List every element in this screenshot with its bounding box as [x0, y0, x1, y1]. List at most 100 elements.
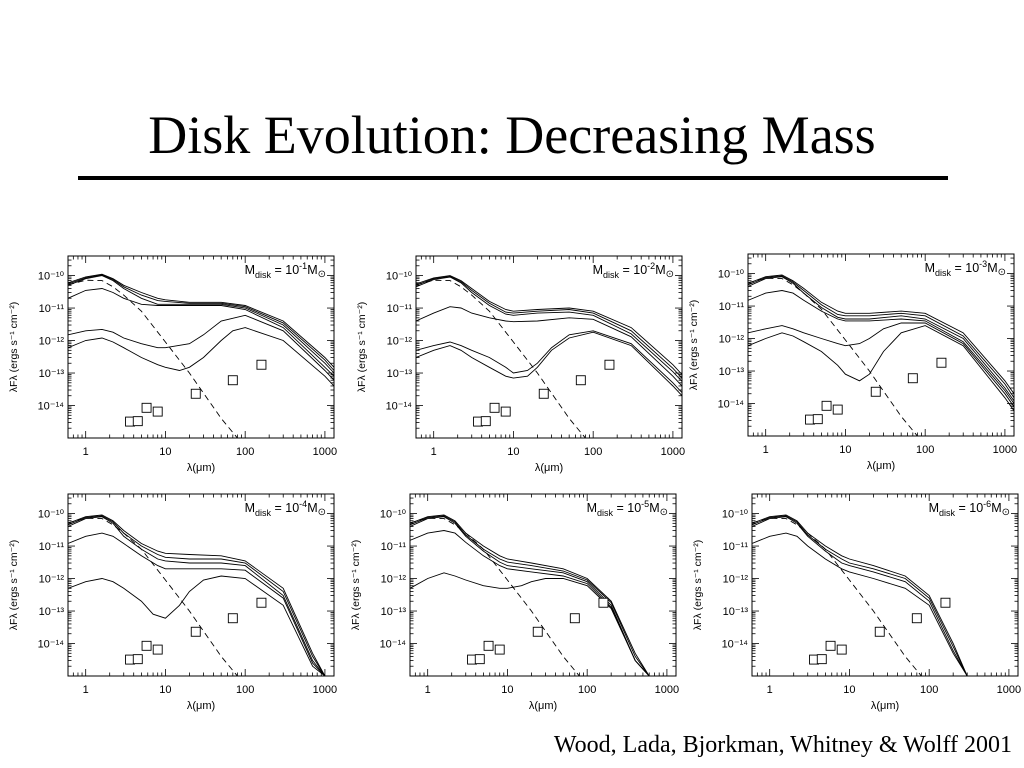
- sed-chart-2: 1 10 100 1000 10⁻¹⁴ 10⁻¹³ 10⁻¹² 10⁻¹¹ 10⁻¹⁰ λ(μm)…: [356, 255, 685, 474]
- y-tick-label: 10⁻¹⁴: [380, 639, 407, 651]
- model-sed-line: [752, 515, 968, 676]
- plot-frame: [751, 493, 1019, 677]
- y-tick-label: 10⁻¹¹: [387, 303, 413, 315]
- model-sed-line: [410, 514, 650, 676]
- x-axis-label: λ(μm): [187, 700, 215, 712]
- disk-mass-label: Mdisk = 10-2M⊙: [593, 261, 674, 280]
- model-sed-line: [416, 306, 682, 387]
- observation-point: [480, 416, 491, 427]
- x-tick-label: 1: [431, 446, 437, 458]
- y-tick-label: 10⁻¹³: [719, 366, 745, 378]
- x-tick-label: 100: [236, 684, 254, 696]
- observation-point: [870, 386, 881, 397]
- y-tick-label: 10⁻¹⁰: [722, 509, 749, 521]
- y-tick-label: 10⁻¹³: [387, 368, 413, 380]
- plot-frame: [67, 493, 335, 677]
- y-tick-label: 10⁻¹⁰: [386, 271, 413, 283]
- disk-mass-label: Mdisk = 10-6M⊙: [929, 499, 1010, 518]
- observation-point: [152, 644, 163, 655]
- model-sed-line: [416, 275, 682, 379]
- plot-frame: [415, 255, 683, 439]
- x-tick-label: 1000: [313, 684, 337, 696]
- observation-point: [825, 640, 836, 651]
- x-tick-label: 100: [236, 446, 254, 458]
- x-tick-label: 10: [507, 446, 519, 458]
- sed-panel-6: 1 10 100 1000 10⁻¹⁴ 10⁻¹³ 10⁻¹² 10⁻¹¹ 10⁻¹⁰ λ(μm)…: [688, 486, 1022, 714]
- model-sed-line: [748, 325, 1014, 411]
- plot-frame: [409, 493, 677, 677]
- model-sed-line: [68, 327, 334, 387]
- observation-point: [575, 375, 586, 386]
- model-sed-line: [68, 273, 334, 368]
- model-sed-line: [748, 275, 1014, 399]
- model-sed-line: [416, 330, 682, 393]
- y-axis-label: λFλ (ergs s⁻¹ cm⁻²): [688, 300, 700, 390]
- observation-point: [832, 404, 843, 415]
- disk-mass-label: Mdisk = 10-3M⊙: [925, 259, 1006, 278]
- y-tick-label: 10⁻¹³: [723, 606, 749, 618]
- disk-mass-label: Mdisk = 10-1M⊙: [245, 261, 326, 280]
- y-tick-label: 10⁻¹²: [381, 574, 407, 586]
- y-tick-label: 10⁻¹²: [39, 336, 65, 348]
- observation-point: [812, 414, 823, 425]
- model-sed-line: [748, 274, 1014, 394]
- title-divider: [78, 176, 948, 180]
- model-sed-line: [68, 515, 326, 676]
- y-tick-label: 10⁻¹⁰: [38, 271, 65, 283]
- observation-point: [227, 613, 238, 624]
- y-tick-label: 10⁻¹³: [39, 368, 65, 380]
- x-tick-label: 10: [159, 446, 171, 458]
- x-tick-label: 10: [839, 444, 851, 456]
- y-axis-label: λFλ (ergs s⁻¹ cm⁻²): [8, 540, 20, 630]
- model-sed-line: [410, 516, 650, 676]
- observation-point: [494, 644, 505, 655]
- x-tick-label: 1: [83, 684, 89, 696]
- x-tick-label: 10: [159, 684, 171, 696]
- y-tick-label: 10⁻¹⁴: [718, 399, 745, 411]
- observation-point: [141, 402, 152, 413]
- x-tick-label: 1: [425, 684, 431, 696]
- y-tick-label: 10⁻¹⁴: [722, 639, 749, 651]
- disk-mass-label: Mdisk = 10-5M⊙: [587, 499, 668, 518]
- x-tick-label: 1000: [313, 446, 337, 458]
- y-tick-label: 10⁻¹¹: [39, 303, 65, 315]
- y-axis-label: λFλ (ergs s⁻¹ cm⁻²): [356, 302, 368, 392]
- model-sed-line: [68, 275, 334, 374]
- observation-point: [256, 359, 267, 370]
- y-tick-label: 10⁻¹¹: [719, 301, 745, 313]
- observation-point: [836, 644, 847, 655]
- model-sed-line: [410, 515, 650, 676]
- x-tick-label: 100: [578, 684, 596, 696]
- observation-point: [821, 400, 832, 411]
- x-tick-label: 1: [83, 446, 89, 458]
- x-axis-label: λ(μm): [871, 700, 899, 712]
- slide-title: Disk Evolution: Decreasing Mass: [148, 105, 876, 165]
- model-sed-line: [416, 276, 682, 382]
- plot-frame: [67, 255, 335, 439]
- y-tick-label: 10⁻¹³: [381, 606, 407, 618]
- observation-point: [569, 613, 580, 624]
- stellar-photosphere-line: [416, 279, 586, 438]
- x-tick-label: 1: [767, 684, 773, 696]
- sed-chart-5: 1 10 100 1000 10⁻¹⁴ 10⁻¹³ 10⁻¹² 10⁻¹¹ 10⁻¹⁰ λ(μm)…: [350, 493, 679, 712]
- observation-point: [256, 597, 267, 608]
- stellar-photosphere-line: [68, 517, 238, 676]
- observation-point: [532, 626, 543, 637]
- model-sed-line: [752, 532, 968, 676]
- stellar-photosphere-line: [748, 277, 918, 436]
- y-tick-label: 10⁻¹⁰: [718, 269, 745, 281]
- y-tick-label: 10⁻¹⁰: [38, 509, 65, 521]
- y-tick-label: 10⁻¹²: [723, 574, 749, 586]
- model-sed-line: [68, 288, 334, 377]
- stellar-photosphere-line: [410, 517, 580, 676]
- model-sed-line: [748, 276, 1014, 402]
- x-tick-label: 10: [843, 684, 855, 696]
- model-sed-line: [416, 275, 682, 375]
- sed-panel-5: 1 10 100 1000 10⁻¹⁴ 10⁻¹³ 10⁻¹² 10⁻¹¹ 10⁻¹⁰ λ(μm)…: [346, 486, 680, 714]
- y-tick-label: 10⁻¹³: [39, 606, 65, 618]
- sed-chart-6: 1 10 100 1000 10⁻¹⁴ 10⁻¹³ 10⁻¹² 10⁻¹¹ 10⁻¹⁰ λ(μm)…: [692, 493, 1021, 712]
- observation-point: [132, 654, 143, 665]
- observation-point: [190, 388, 201, 399]
- observation-point: [132, 416, 143, 427]
- y-tick-label: 10⁻¹⁰: [380, 509, 407, 521]
